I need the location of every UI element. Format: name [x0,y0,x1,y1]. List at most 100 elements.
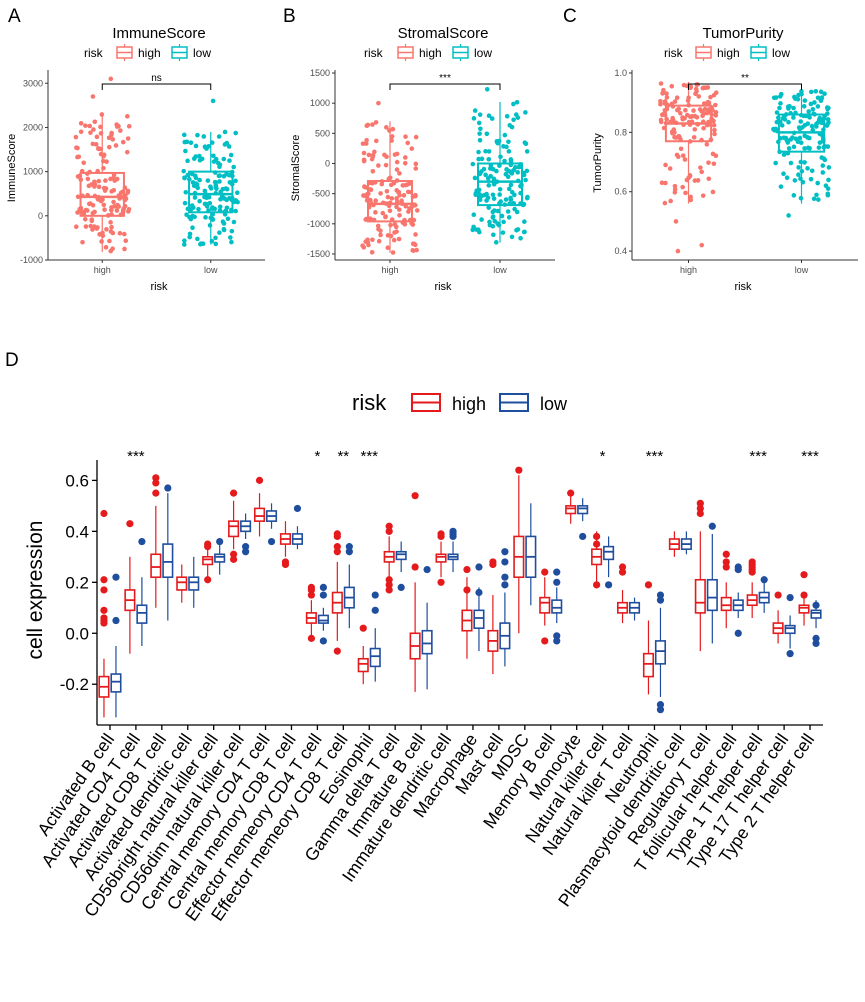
data-point [221,156,227,162]
data-point [785,140,791,145]
data-point [227,180,233,185]
data-point [366,152,372,158]
data-point [511,117,516,123]
data-point [184,139,190,145]
outlier-point [100,509,108,518]
data-point [523,110,528,115]
data-point [678,110,683,116]
significance-label: * [314,448,320,465]
outlier-point [800,591,808,599]
data-point [208,186,214,191]
data-point [472,175,478,181]
data-point [492,218,498,224]
data-point [713,113,719,118]
box-low [421,629,433,655]
data-point [76,154,82,160]
data-point [691,108,696,113]
data-point [361,193,366,198]
data-point [118,128,123,133]
data-point [231,219,237,225]
data-point [506,215,512,220]
outlier-point [618,568,627,576]
outlier-point [722,550,730,558]
data-point [109,224,114,230]
box-low [188,576,200,591]
outlier-point [319,583,327,592]
data-point [385,233,391,238]
data-point [485,176,491,181]
panel-a-xlabel: risk [150,281,168,293]
data-point [221,227,227,233]
data-point [512,206,517,212]
data-point [479,217,484,222]
data-point [508,157,514,162]
data-point [228,152,234,158]
significance-label: ** [337,448,349,465]
outlier-point [423,565,431,574]
data-point [477,131,482,136]
panel-a-ylabel: ImmuneScore [6,134,18,202]
outlier-point [230,555,238,563]
outlier-point [579,532,587,541]
data-point [229,239,234,245]
panel-c: TumorPurity risk high low 0.4 0.6 0.8 1.0 hi… [592,25,858,293]
data-point [664,95,670,100]
data-point [203,215,208,220]
data-point [702,106,708,112]
panel-label-b: B [283,6,296,27]
outlier-point [242,548,250,556]
y-tick-label: 0.4 [614,246,627,256]
x-tick-label: low [493,265,507,275]
data-point [361,245,367,250]
data-point [75,210,80,215]
legend-key-high [695,44,712,61]
box-low [706,578,718,612]
data-point [192,214,197,220]
significance-label: *** [360,448,378,465]
data-point [500,230,506,235]
data-point [378,191,383,196]
data-point [792,178,798,183]
data-point [221,221,227,226]
outlier-point [90,94,96,99]
outlier-point [501,548,509,556]
box-high [228,520,240,538]
box-low [188,170,234,214]
box-high [367,179,413,223]
outlier-point [293,504,302,513]
outlier-point [204,576,212,584]
data-point [791,193,797,198]
data-point [364,137,369,143]
data-point [401,193,407,198]
data-point [710,189,716,195]
data-point [188,140,194,146]
data-point [704,142,710,147]
data-point [229,228,235,234]
outlier-point [385,527,393,535]
data-point [181,242,187,247]
data-point [660,111,666,117]
data-point [708,94,713,100]
data-point [85,176,91,182]
outlier-point [722,563,730,571]
y-tick-label: 0.2 [65,573,89,592]
data-point [821,156,827,161]
box-low [369,647,381,668]
outlier-point [112,573,120,581]
data-point [777,105,782,111]
data-point [125,188,131,194]
data-point [202,144,208,150]
data-point [234,190,240,196]
data-point [191,205,196,210]
data-point [712,131,717,137]
data-point [113,143,119,148]
outlier-point [812,601,820,609]
data-point [491,196,497,201]
data-point [826,165,832,170]
data-point [502,132,508,138]
data-point [798,159,804,165]
data-point [75,194,81,200]
box-high [357,657,369,673]
data-point [226,144,232,149]
data-point [470,161,476,167]
